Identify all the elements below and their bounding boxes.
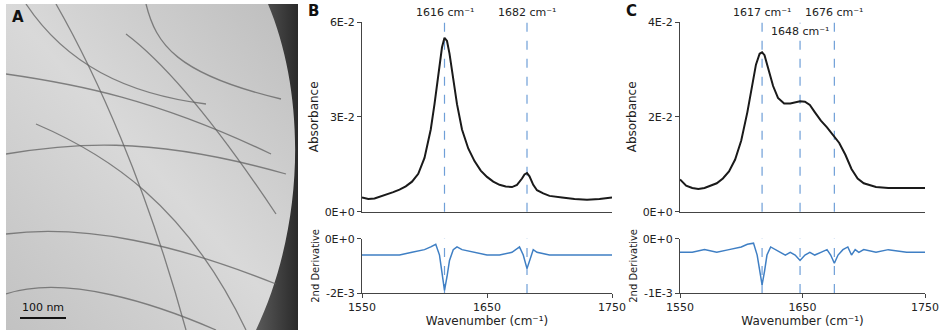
svg-text:Absorbance: Absorbance	[625, 81, 639, 152]
svg-text:3E-2: 3E-2	[330, 111, 355, 124]
svg-text:1650: 1650	[473, 301, 501, 314]
svg-text:1550: 1550	[666, 301, 694, 314]
svg-text:A: A	[12, 8, 24, 26]
svg-text:0E+0: 0E+0	[643, 233, 673, 246]
svg-text:-2E-3: -2E-3	[326, 287, 355, 300]
svg-text:Wavenumber (cm⁻¹): Wavenumber (cm⁻¹)	[741, 314, 863, 328]
svg-text:B: B	[308, 2, 319, 20]
svg-text:1750: 1750	[911, 301, 939, 314]
svg-text:1616 cm⁻¹: 1616 cm⁻¹	[416, 6, 474, 19]
svg-text:1617 cm⁻¹: 1617 cm⁻¹	[733, 6, 791, 19]
svg-text:Wavenumber (cm⁻¹): Wavenumber (cm⁻¹)	[426, 314, 548, 328]
svg-text:1550: 1550	[348, 301, 376, 314]
svg-text:Absorbance: Absorbance	[307, 81, 321, 152]
svg-text:C: C	[626, 2, 637, 20]
svg-text:1676 cm⁻¹: 1676 cm⁻¹	[805, 6, 863, 19]
svg-text:1682 cm⁻¹: 1682 cm⁻¹	[498, 6, 556, 19]
svg-text:2E-2: 2E-2	[648, 111, 673, 124]
svg-text:100 nm: 100 nm	[22, 301, 64, 314]
svg-text:1650: 1650	[789, 301, 817, 314]
svg-text:0E+0: 0E+0	[325, 233, 355, 246]
svg-text:2nd Derivative: 2nd Derivative	[628, 229, 639, 303]
svg-text:-1E-3: -1E-3	[644, 287, 673, 300]
svg-text:4E-2: 4E-2	[648, 16, 673, 29]
svg-text:0E+0: 0E+0	[643, 206, 673, 219]
svg-text:6E-2: 6E-2	[330, 16, 355, 29]
svg-text:0E+0: 0E+0	[325, 206, 355, 219]
svg-text:1750: 1750	[598, 301, 626, 314]
svg-text:2nd Derivative: 2nd Derivative	[310, 229, 321, 303]
svg-text:1648 cm⁻¹: 1648 cm⁻¹	[771, 25, 829, 38]
